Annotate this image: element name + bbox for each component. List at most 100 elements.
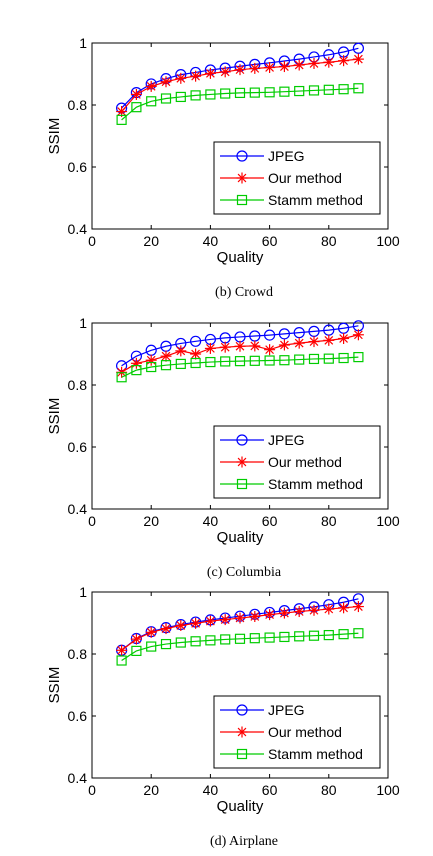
figure-caption: (c) Columbia: [207, 565, 282, 580]
chart-3: 0 20 40 60 80 100 0.4 0.6 0.8 1 Quality SSIM JPEG Our…: [46, 584, 400, 849]
legend-label: JPEG: [268, 432, 305, 448]
data-point: [146, 627, 157, 638]
data-point: [294, 606, 305, 617]
legend-label: JPEG: [268, 702, 305, 718]
x-tick-label: 40: [203, 513, 219, 529]
y-tick-label: 0.6: [68, 708, 88, 724]
legend: JPEG Our method Stamm method: [214, 696, 380, 768]
y-tick-label: 0.8: [68, 97, 88, 113]
legend-marker: [237, 173, 248, 184]
data-point: [235, 64, 246, 75]
y-tick-label: 1: [79, 584, 87, 600]
data-point: [220, 342, 231, 353]
y-tick-label: 0.4: [68, 501, 88, 517]
legend: JPEG Our method Stamm method: [214, 142, 380, 214]
data-point: [353, 601, 364, 612]
data-point: [205, 343, 216, 354]
data-point: [294, 338, 305, 349]
data-point: [235, 613, 246, 624]
data-point: [146, 81, 157, 92]
data-point: [175, 73, 186, 84]
x-tick-label: 40: [203, 233, 219, 249]
data-point: [353, 54, 364, 65]
y-axis-title: SSIM: [46, 667, 63, 704]
data-point: [161, 351, 172, 362]
x-tick-label: 60: [262, 513, 278, 529]
legend: JPEG Our method Stamm method: [214, 426, 380, 498]
figure-caption: (d) Airplane: [210, 834, 278, 849]
data-point: [264, 609, 275, 620]
x-tick-label: 80: [321, 782, 337, 798]
chart-2: 0 20 40 60 80 100 0.4 0.6 0.8 1 Quality SSIM JPEG Our…: [46, 315, 400, 580]
data-point: [190, 71, 201, 82]
x-tick-label: 100: [376, 782, 400, 798]
data-point: [323, 57, 334, 68]
x-tick-label: 0: [88, 233, 96, 249]
data-point: [249, 611, 260, 622]
figure-caption: (b) Crowd: [215, 285, 273, 300]
legend-marker: [237, 727, 248, 738]
x-tick-label: 60: [262, 782, 278, 798]
data-point: [131, 358, 142, 369]
data-point: [353, 329, 364, 340]
data-point: [338, 333, 349, 344]
x-tick-label: 80: [321, 233, 337, 249]
data-point: [161, 76, 172, 87]
data-point: [146, 355, 157, 366]
data-point: [205, 616, 216, 627]
data-point: [309, 336, 320, 347]
data-point: [175, 620, 186, 631]
x-axis-title: Quality: [217, 249, 264, 266]
data-point: [190, 618, 201, 629]
data-point: [338, 602, 349, 613]
legend-label: Stamm method: [268, 746, 363, 762]
x-tick-label: 20: [143, 782, 159, 798]
legend-label: JPEG: [268, 148, 305, 164]
data-point: [190, 349, 201, 360]
data-point: [309, 605, 320, 616]
legend-label: Our method: [268, 170, 342, 186]
x-tick-label: 60: [262, 233, 278, 249]
y-tick-label: 0.6: [68, 439, 88, 455]
data-point: [264, 344, 275, 355]
y-tick-label: 0.8: [68, 646, 88, 662]
data-point: [279, 608, 290, 619]
x-axis-title: Quality: [217, 529, 264, 546]
legend-label: Our method: [268, 454, 342, 470]
data-point: [249, 63, 260, 74]
x-tick-label: 100: [376, 233, 400, 249]
data-point: [309, 58, 320, 69]
y-axis-title: SSIM: [46, 118, 63, 155]
data-point: [131, 634, 142, 645]
data-point: [220, 66, 231, 77]
data-point: [249, 340, 260, 351]
y-tick-label: 0.6: [68, 159, 88, 175]
data-point: [116, 645, 127, 656]
data-point: [205, 68, 216, 79]
data-point: [175, 345, 186, 356]
data-point: [338, 55, 349, 66]
data-point: [220, 614, 231, 625]
x-tick-label: 40: [203, 782, 219, 798]
data-point: [264, 62, 275, 73]
legend-marker: [237, 457, 248, 468]
y-axis-title: SSIM: [46, 398, 63, 435]
x-tick-label: 20: [143, 513, 159, 529]
y-tick-label: 1: [79, 35, 87, 51]
x-axis-title: Quality: [217, 798, 264, 815]
data-point: [279, 61, 290, 72]
x-tick-label: 0: [88, 782, 96, 798]
y-tick-label: 0.4: [68, 221, 88, 237]
data-point: [131, 89, 142, 100]
x-tick-label: 80: [321, 513, 337, 529]
x-tick-label: 0: [88, 513, 96, 529]
data-point: [323, 604, 334, 615]
y-tick-label: 1: [79, 315, 87, 331]
y-tick-label: 0.4: [68, 770, 88, 786]
x-tick-label: 100: [376, 513, 400, 529]
legend-label: Our method: [268, 724, 342, 740]
legend-label: Stamm method: [268, 476, 363, 492]
data-point: [294, 60, 305, 71]
data-point: [161, 623, 172, 634]
